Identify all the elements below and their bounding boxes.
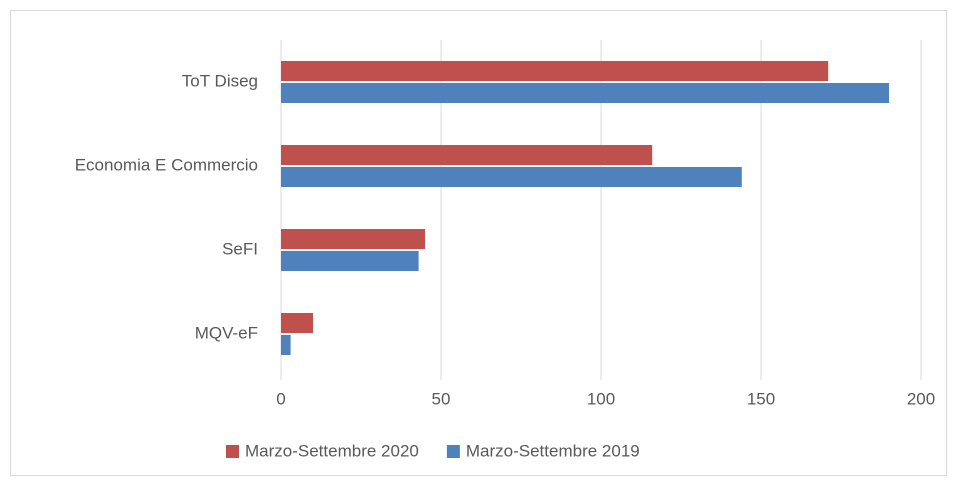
- y-tick-label: ToT Diseg: [182, 71, 258, 90]
- x-tick-label: 0: [276, 389, 285, 408]
- bar: [281, 167, 742, 187]
- bar: [281, 251, 419, 271]
- legend-swatch: [446, 445, 460, 458]
- x-tick-label: 50: [432, 389, 451, 408]
- bar: [281, 313, 313, 333]
- y-tick-label: SeFI: [222, 239, 258, 258]
- bar: [281, 229, 425, 249]
- y-tick-label: MQV-eF: [195, 323, 258, 342]
- legend-label: Marzo-Settembre 2019: [466, 441, 640, 460]
- x-tick-label: 150: [747, 389, 775, 408]
- legend-label: Marzo-Settembre 2020: [245, 441, 419, 460]
- bar: [281, 145, 653, 165]
- bar: [281, 61, 829, 81]
- bar: [281, 83, 889, 103]
- x-tick-label: 100: [587, 389, 615, 408]
- bar: [281, 335, 291, 355]
- legend-swatch: [226, 445, 239, 458]
- y-tick-label: Economia E Commercio: [75, 155, 258, 174]
- x-tick-label: 200: [907, 389, 935, 408]
